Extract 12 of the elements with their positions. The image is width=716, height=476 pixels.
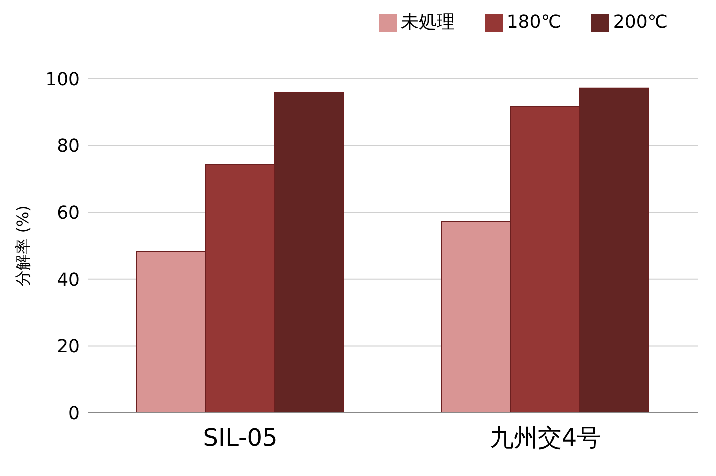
y-tick-label: 100 xyxy=(46,69,80,90)
legend-label: 200℃ xyxy=(613,12,668,33)
y-axis-title: 分解率 (%) xyxy=(14,206,33,286)
y-tick-label: 40 xyxy=(57,270,80,291)
y-tick-label: 0 xyxy=(68,403,80,424)
y-tick-label: 60 xyxy=(57,202,80,224)
legend-label: 未処理 xyxy=(400,12,455,33)
y-tick-label: 20 xyxy=(57,336,80,358)
x-tick-label: 九州交4号 xyxy=(490,424,602,452)
legend-label: 180℃ xyxy=(506,12,562,33)
x-tick-label: SIL-05 xyxy=(203,424,278,452)
y-tick-label: 80 xyxy=(57,136,80,158)
